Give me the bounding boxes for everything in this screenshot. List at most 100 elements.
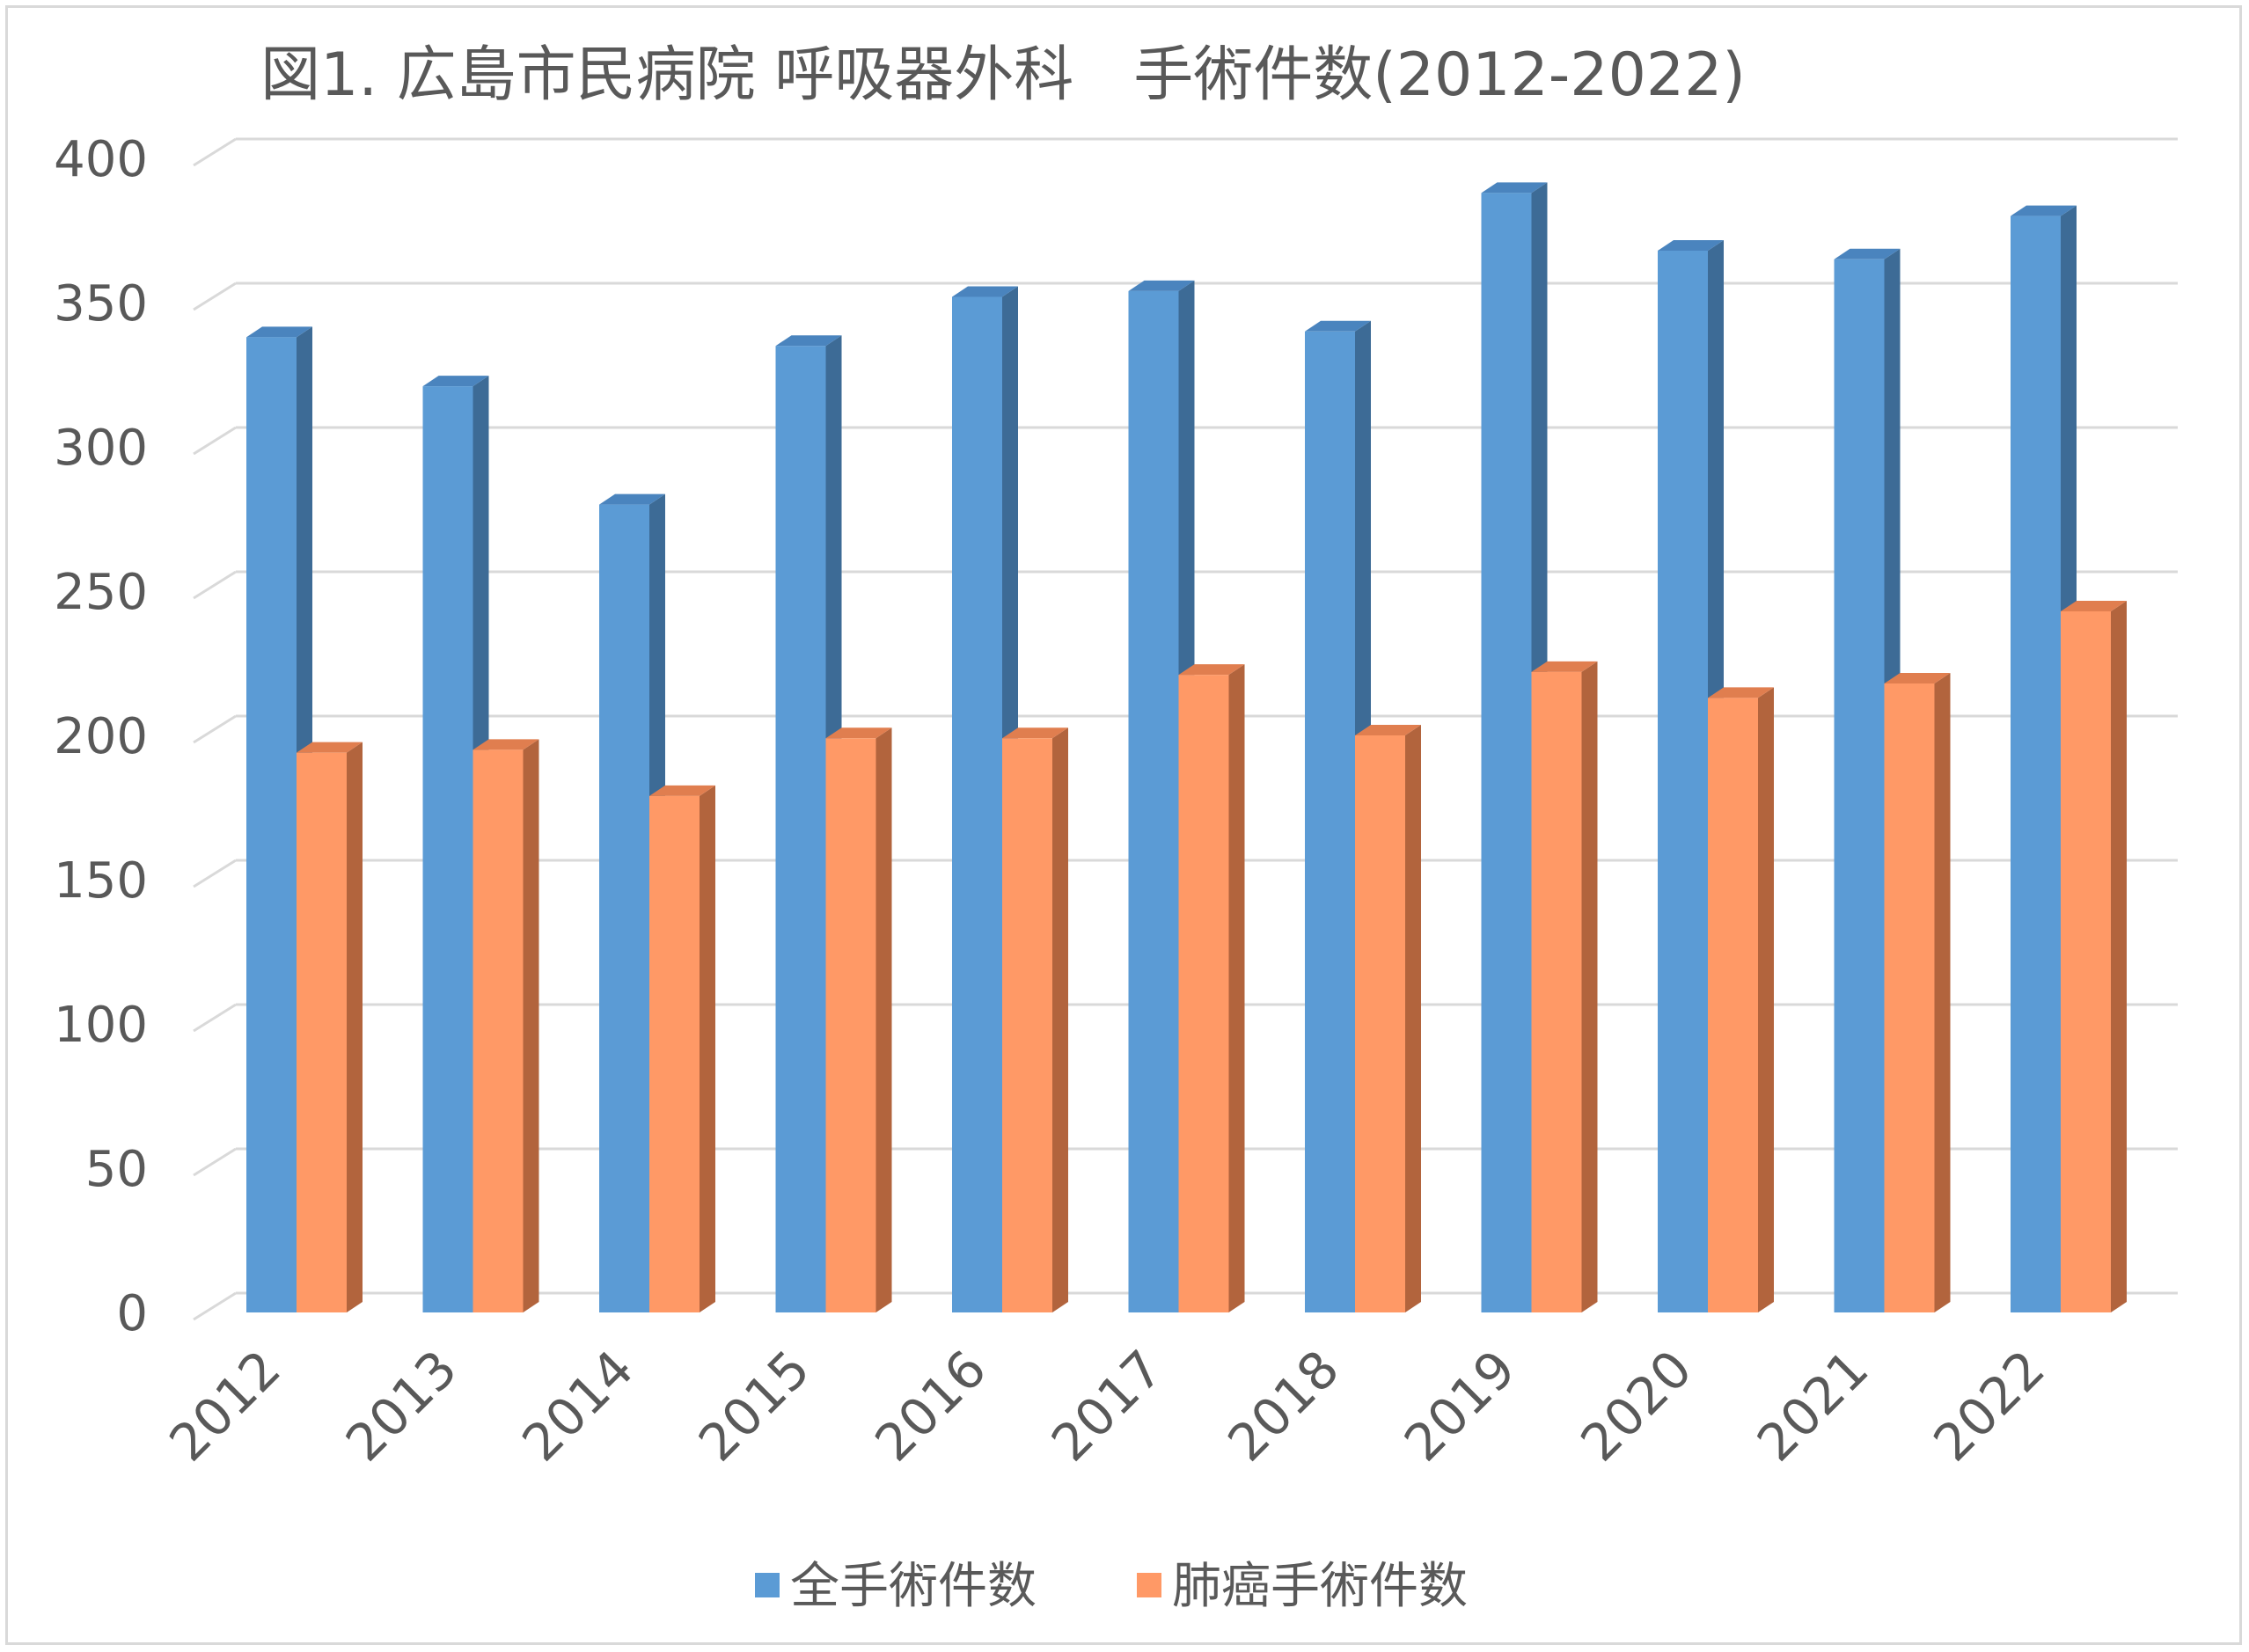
bar-front: [1128, 290, 1179, 1312]
bar-front: [649, 795, 700, 1312]
legend: 全手術件数 肺癌手術件数: [755, 1558, 1468, 1615]
bar-top: [1355, 725, 1421, 735]
bar-side: [1581, 661, 1598, 1312]
x-tick-label: 2012: [158, 1339, 291, 1473]
bar-lung-cancer: [1708, 687, 1774, 1312]
x-tick-label: 2018: [1216, 1339, 1350, 1473]
bar-lung-cancer: [1355, 725, 1421, 1312]
bar-top: [1481, 182, 1548, 194]
bar-lung-cancer: [1884, 672, 1951, 1312]
bar-front: [1178, 675, 1229, 1312]
x-tick-label: 2019: [1393, 1339, 1527, 1473]
legend-item: 肺癌手術件数: [1137, 1558, 1468, 1615]
legend-item: 全手術件数: [755, 1558, 1037, 1615]
bar-top: [1002, 727, 1068, 739]
bar-side: [700, 785, 715, 1312]
x-tick-label: 2016: [863, 1339, 997, 1473]
bar-top: [422, 376, 489, 387]
x-tick-label: 2015: [687, 1339, 821, 1473]
bar-front: [1305, 331, 1355, 1312]
bar-front: [246, 337, 297, 1312]
gridline-depth: [193, 1003, 237, 1033]
bar-lung-cancer: [649, 785, 715, 1312]
bar-top: [775, 335, 842, 347]
bar-top: [473, 739, 539, 750]
bar-front: [952, 296, 1002, 1313]
bar-top: [297, 742, 363, 753]
bar-front: [775, 346, 826, 1313]
bar-front: [825, 738, 876, 1312]
bar-lung-cancer: [473, 739, 539, 1312]
y-tick-label: 350: [54, 275, 148, 333]
y-tick-label: 200: [54, 708, 148, 765]
y-tick-label: 100: [54, 997, 148, 1054]
bar-top: [952, 286, 1018, 297]
bar-front: [422, 386, 473, 1312]
x-axis-ticks: 2012 2013 2014 2015 2016 2017 2018 2019 2020 2021…: [158, 1339, 2055, 1473]
bar-side: [1758, 687, 1774, 1312]
bar-front: [297, 752, 347, 1312]
bar-top: [1305, 320, 1371, 332]
bars: [246, 182, 2127, 1313]
legend-label: 肺癌手術件数: [1172, 1558, 1468, 1615]
x-tick-label: 2020: [1569, 1339, 1703, 1473]
bar-side: [523, 739, 539, 1312]
bar-front: [1531, 671, 1582, 1312]
x-tick-label: 2021: [1746, 1339, 1879, 1473]
bar-top: [825, 727, 892, 739]
chart-title: 図1. 広島市民病院 呼吸器外科 手術件数(2012-2022): [260, 40, 1746, 110]
y-tick-label: 0: [116, 1285, 148, 1342]
bar-lung-cancer: [1178, 664, 1245, 1312]
bar-top: [1658, 239, 1724, 251]
bar-lung-cancer: [2061, 600, 2127, 1312]
bar-side: [1405, 725, 1421, 1312]
bar-lung-cancer: [825, 727, 892, 1312]
bar-lung-cancer: [1531, 661, 1598, 1312]
y-tick-label: 150: [54, 852, 148, 910]
x-tick-label: 2014: [510, 1339, 644, 1473]
bar-top: [1178, 664, 1245, 676]
gridline-depth: [193, 859, 237, 888]
bar-top: [1834, 248, 1901, 259]
x-tick-label: 2022: [1922, 1339, 2055, 1473]
bar-front: [1708, 698, 1758, 1312]
bar-top: [246, 326, 312, 338]
y-tick-label: 250: [54, 564, 148, 621]
gridline-depth: [193, 281, 237, 311]
bar-top: [599, 493, 665, 505]
bar-front: [473, 749, 524, 1312]
bar-front: [2061, 610, 2111, 1312]
gridline-depth: [193, 426, 237, 456]
gridline-depth: [193, 1291, 237, 1321]
legend-swatch: [755, 1573, 780, 1597]
bar-top: [1531, 661, 1598, 672]
bar-top: [2011, 205, 2077, 216]
bar-side: [1228, 664, 1245, 1312]
bar-total: [1481, 182, 1548, 1313]
y-tick-label: 400: [54, 131, 148, 188]
bar-front: [1834, 259, 1885, 1312]
gridline-depth: [193, 137, 237, 167]
x-tick-label: 2017: [1040, 1339, 1174, 1473]
gridline-depth: [193, 570, 237, 600]
bar-lung-cancer: [297, 742, 363, 1312]
bar-top: [649, 785, 715, 796]
bar-front: [1481, 193, 1532, 1313]
y-axis-ticks: 0 50 100 150 200 250 300 350 400: [54, 131, 148, 1342]
bar-total: [246, 326, 312, 1312]
bar-side: [1052, 727, 1068, 1312]
legend-swatch: [1137, 1573, 1161, 1597]
x-tick-label: 2013: [334, 1339, 468, 1473]
bar-top: [1708, 687, 1774, 698]
bar-total: [2011, 205, 2077, 1313]
bar-top: [1128, 280, 1195, 291]
bar-lung-cancer: [1002, 727, 1068, 1312]
legend-label: 全手術件数: [790, 1558, 1037, 1615]
gridline-depth: [193, 1147, 237, 1177]
bar-side: [1934, 672, 1951, 1312]
y-tick-label: 50: [85, 1141, 148, 1198]
bar-top: [1884, 672, 1951, 683]
bar-front: [1355, 735, 1405, 1312]
bar-front: [599, 504, 649, 1312]
